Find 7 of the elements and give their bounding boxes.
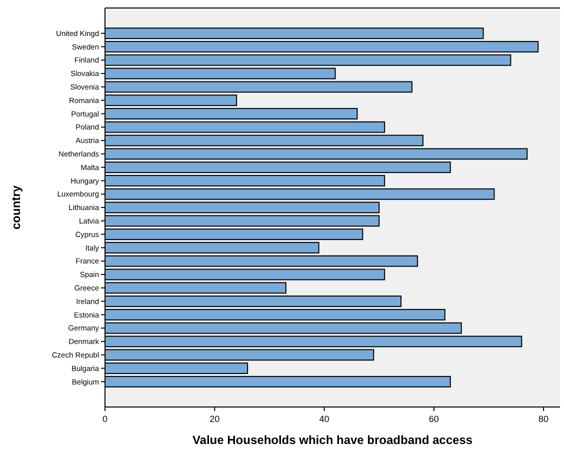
x-tick-label: 40 <box>319 414 330 424</box>
x-tick-label: 0 <box>102 414 108 424</box>
x-axis-title: Value Households which have broadband access <box>192 433 473 447</box>
x-tick-label: 60 <box>428 414 439 424</box>
x-tick-label: 20 <box>210 414 220 424</box>
x-tick-label: 80 <box>538 414 549 424</box>
y-axis-title: country <box>9 185 23 230</box>
